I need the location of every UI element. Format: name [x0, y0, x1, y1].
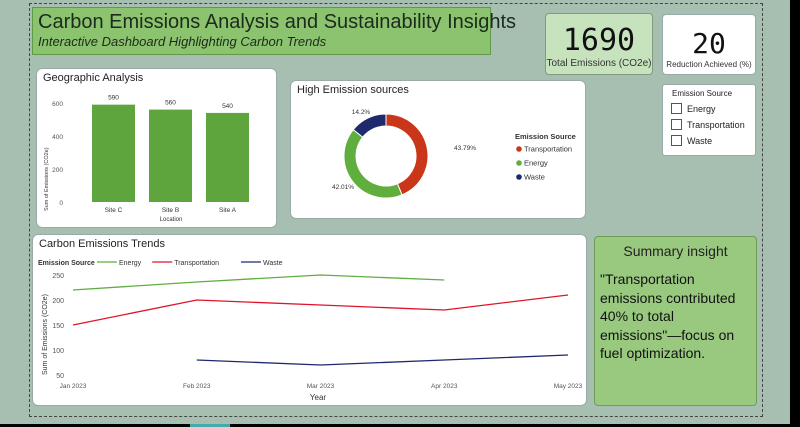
- bar-y-tick-label: 600: [52, 101, 63, 108]
- slicer-title: Emission Source: [672, 89, 733, 98]
- line-x-tick-label: Mar 2023: [307, 383, 335, 390]
- bar-category-label: Site C: [105, 207, 123, 214]
- report-frame: [29, 3, 763, 417]
- total-emissions-value: 1690: [562, 23, 636, 58]
- bar: [206, 112, 249, 202]
- emission-source-slicer: Emission Source Energy Transportation Wa…: [662, 84, 756, 156]
- checkbox[interactable]: [671, 119, 682, 130]
- line-x-axis-label: Year: [310, 393, 327, 402]
- series-line: [196, 354, 569, 366]
- bar-category-label: Site B: [162, 207, 179, 214]
- legend-entry: Waste: [263, 260, 283, 267]
- title-banner: Carbon Emissions Analysis and Sustainabi…: [32, 7, 516, 55]
- series-line: [72, 274, 445, 291]
- page-title: Carbon Emissions Analysis and Sustainabi…: [38, 11, 517, 33]
- donut-data-label: 42.01%: [332, 184, 354, 191]
- slicer-option-transportation[interactable]: Transportation: [671, 119, 745, 130]
- slicer-option-label: Waste: [687, 135, 713, 146]
- geographic-analysis-card: Geographic Analysis Sum of Emissions (CO…: [36, 68, 277, 228]
- legend-marker: [516, 146, 522, 152]
- bar-category-label: Site A: [219, 207, 237, 214]
- donut-card-title: High Emission sources: [297, 84, 409, 96]
- total-emissions-label: Total Emissions (CO2e): [546, 58, 652, 69]
- page-tab-indicator: [190, 424, 230, 427]
- trends-card-title: Carbon Emissions Trends: [39, 238, 165, 250]
- line-legend-title: Emission Source: [38, 260, 95, 267]
- donut-chart: Emission Source 43.79% Transportation 42.0…: [332, 109, 576, 199]
- line-x-tick-label: May 2023: [554, 383, 583, 390]
- slicer-option-waste[interactable]: Waste: [671, 135, 712, 146]
- bar-y-tick-label: 400: [52, 134, 63, 141]
- legend-marker: [516, 160, 522, 166]
- summary-body: "Transportation emissions contributed 40…: [600, 271, 736, 361]
- line-y-tick-label: 200: [52, 298, 64, 305]
- donut-data-label: 14.2%: [352, 109, 371, 116]
- total-emissions-card[interactable]: 1690 Total Emissions (CO2e): [545, 13, 653, 75]
- high-emission-sources-card: High Emission sources Emission Source 43…: [290, 80, 586, 219]
- line-x-tick-label: Feb 2023: [183, 383, 211, 390]
- reduction-label: Reduction Achieved (%): [666, 60, 752, 69]
- line-x-tick-label: Jan 2023: [60, 383, 87, 390]
- line-y-axis-label: Sum of Emissions (CO2e): [42, 294, 49, 375]
- line-chart: Emission Source Sum of Emissions (CO2e) …: [38, 260, 583, 402]
- bar-y-axis-label: Sum of Emissions (CO2e): [44, 147, 50, 211]
- legend-entry: Energy: [119, 260, 142, 267]
- donut-data-label: 43.79%: [454, 145, 476, 152]
- checkbox[interactable]: [671, 135, 682, 146]
- bar-x-axis-label: Location: [160, 217, 183, 223]
- summary-insight-card: Summary insight "Transportation emission…: [594, 236, 757, 406]
- checkbox[interactable]: [671, 103, 682, 114]
- carbon-trends-card: Carbon Emissions Trends Emission Source …: [32, 234, 587, 406]
- reduction-value: 20: [692, 27, 726, 60]
- bar: [92, 104, 135, 202]
- legend-marker: [516, 174, 522, 180]
- reduction-card[interactable]: 20 Reduction Achieved (%): [662, 14, 756, 75]
- line-x-tick-label: Apr 2023: [431, 383, 458, 390]
- page-subtitle: Interactive Dashboard Highlighting Carbo…: [38, 34, 327, 49]
- slicer-option-label: Energy: [687, 103, 716, 114]
- donut-legend-title: Emission Source: [515, 132, 576, 141]
- bar-y-tick-label: 0: [59, 200, 63, 207]
- bar: [149, 109, 192, 202]
- line-y-tick-label: 50: [56, 373, 64, 380]
- legend-entry: Transportation: [524, 145, 572, 154]
- donut-slice: [352, 113, 387, 138]
- geo-card-title: Geographic Analysis: [43, 72, 144, 84]
- line-y-tick-label: 100: [52, 348, 64, 355]
- series-line: [72, 294, 569, 326]
- legend-entry: Transportation: [174, 260, 219, 267]
- bar-chart: Sum of Emissions (CO2e) Location 0 200 400…: [44, 95, 249, 223]
- legend-entry: Energy: [524, 159, 548, 168]
- summary-title: Summary insight: [623, 243, 728, 259]
- bar-data-label: 560: [165, 100, 176, 107]
- slicer-option-energy[interactable]: Energy: [671, 103, 716, 114]
- bar-y-tick-label: 200: [52, 167, 63, 174]
- line-y-tick-label: 250: [52, 273, 64, 280]
- line-y-tick-label: 150: [52, 323, 64, 330]
- bar-data-label: 590: [108, 95, 119, 102]
- legend-entry: Waste: [524, 173, 545, 182]
- slicer-option-label: Transportation: [687, 119, 745, 130]
- bar-data-label: 540: [222, 103, 233, 110]
- scrollbar[interactable]: [768, 0, 790, 424]
- donut-slice: [385, 113, 429, 196]
